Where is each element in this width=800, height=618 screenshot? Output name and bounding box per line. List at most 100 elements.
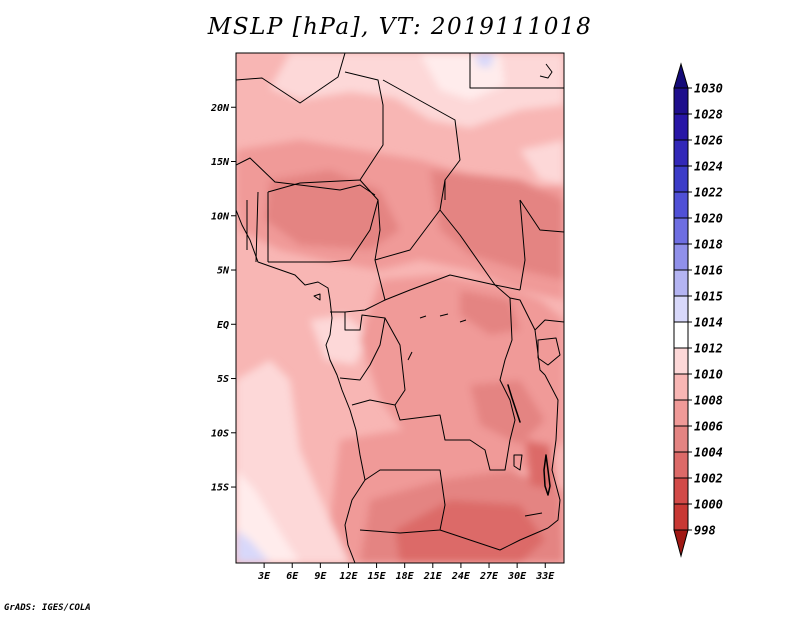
- latitude-axis: 20N 15N 10N 5N EQ 5S 10S 15S: [210, 103, 236, 494]
- colorbar-swatch: [673, 87, 689, 115]
- coastline-west-africa: [236, 209, 366, 563]
- grads-credit: GrADS: IGES/COLA: [4, 603, 91, 613]
- lat-tick-label: 10S: [211, 428, 229, 439]
- lon-tick-label: 12E: [339, 571, 358, 582]
- lon-tick-label: 33E: [535, 571, 555, 582]
- colorbar-label: 1030: [694, 82, 723, 96]
- lon-tick-label: 6E: [286, 571, 299, 582]
- lat-tick-label: 5N: [217, 266, 230, 277]
- lat-tick-label: 20N: [210, 103, 230, 114]
- colorbar-bottom-arrow: [673, 529, 689, 558]
- bioko-island: [313, 293, 321, 301]
- country-boundaries: [236, 53, 564, 563]
- border-tanzania-mozambique: [544, 374, 561, 529]
- border-nigeria: [267, 179, 379, 263]
- colorbar-label: 1004: [694, 446, 723, 460]
- field-1012-ethiopia: [520, 140, 564, 185]
- colorbar: 1030 1028 1026 1024 1022 1020 1018 1016 1015 1014…: [673, 62, 723, 558]
- field-1014-southwest: [236, 470, 300, 563]
- colorbar-swatch: [673, 451, 689, 479]
- colorbar-swatch: [673, 321, 689, 349]
- colorbar-label: 1008: [694, 394, 723, 408]
- pressure-field: [236, 53, 564, 563]
- colorbar-label: 1010: [694, 368, 723, 382]
- lon-tick-label: 30E: [507, 571, 527, 582]
- field-1004-zambia: [395, 500, 545, 563]
- field-1012-gabon: [310, 315, 370, 365]
- lake-tanganyika: [507, 384, 521, 423]
- colorbar-label: 1020: [694, 212, 723, 226]
- border-drc-south: [394, 404, 511, 471]
- field-1016-southwest: [236, 530, 270, 563]
- colorbar-label: 1018: [694, 238, 723, 252]
- lon-tick-label: 21E: [423, 571, 443, 582]
- border-car-congo: [384, 274, 511, 301]
- lat-tick-label: 5S: [217, 374, 229, 385]
- lat-tick-label: 15S: [211, 483, 229, 494]
- lon-tick-label: 3E: [257, 571, 271, 582]
- colorbar-label: 1016: [694, 264, 723, 278]
- border-benin-togo: [246, 191, 259, 263]
- lon-tick-label: 9E: [314, 571, 327, 582]
- zambezi-feature: [524, 512, 543, 517]
- colorbar-label: 1028: [694, 108, 723, 122]
- colorbar-swatch: [673, 191, 689, 219]
- longitude-axis: 3E 6E 9E 12E 15E 18E 21E 24E 27E 30E 33E: [257, 563, 555, 582]
- colorbar-swatch: [673, 165, 689, 193]
- colorbar-swatch: [673, 243, 689, 271]
- colorbar-swatch: [673, 139, 689, 167]
- border-zambia-zimbabwe: [439, 527, 549, 551]
- colorbar-swatch: [673, 347, 689, 375]
- lat-tick-label: 15N: [211, 157, 230, 168]
- lon-tick-label: 18E: [396, 571, 415, 582]
- colorbar-swatch: [673, 399, 689, 427]
- colorbar-swatch: [673, 477, 689, 505]
- field-1012-southwest: [236, 360, 370, 563]
- border-algeria-niger: [236, 53, 346, 104]
- border-sudan-ethiopia: [519, 199, 564, 291]
- colorbar-label: 1014: [694, 316, 723, 330]
- field-1016-north: [475, 53, 495, 68]
- colorbar-label: 1022: [694, 186, 723, 200]
- field-1006-nigeria: [265, 170, 400, 250]
- map-frame: [235, 52, 565, 564]
- colorbar-swatch: [673, 373, 689, 401]
- lon-tick-label: 24E: [451, 571, 471, 582]
- chart-title: MSLP [hPa], VT: 2019111018: [207, 14, 593, 40]
- colorbar-swatch: [673, 269, 689, 297]
- border-chad-car-sudan: [374, 179, 521, 291]
- colorbar-label: 1000: [694, 498, 723, 512]
- lat-tick-label: EQ: [217, 320, 229, 331]
- colorbar-label: 1015: [694, 290, 723, 304]
- field-1006-tanganyika: [470, 380, 545, 445]
- field-1006-sudan: [430, 170, 564, 280]
- colorbar-label: 1012: [694, 342, 723, 356]
- border-mali-niger: [236, 157, 376, 196]
- border-niger-libya: [344, 71, 384, 181]
- colorbar-top-arrow: [673, 62, 689, 89]
- colorbar-swatch: [673, 503, 689, 531]
- colorbar-label: 1002: [694, 472, 723, 486]
- border-angola-zambia: [359, 469, 446, 534]
- border-gabon-congo: [330, 311, 386, 381]
- lake-victoria: [537, 337, 561, 366]
- lake-mweru: [513, 454, 523, 471]
- border-drc-west: [351, 317, 406, 406]
- field-1004-malawi: [525, 440, 555, 490]
- field-1006-congo-east: [460, 290, 520, 335]
- border-uganda-kenya: [509, 297, 564, 376]
- colorbar-swatch: [673, 295, 689, 323]
- colorbar-label: 1006: [694, 420, 723, 434]
- congo-river-features: [407, 313, 467, 361]
- border-libya-egypt-sudan: [382, 79, 461, 200]
- colorbar-swatch: [673, 217, 689, 245]
- red-sea-coast: [539, 63, 553, 79]
- colorbar-label: 998: [694, 524, 716, 538]
- lon-tick-label: 15E: [368, 571, 387, 582]
- lake-malawi: [543, 454, 551, 496]
- border-egypt-sudan: [469, 53, 564, 89]
- colorbar-label: 1026: [694, 134, 723, 148]
- colorbar-swatch: [673, 425, 689, 453]
- lat-tick-label: 10N: [211, 211, 230, 222]
